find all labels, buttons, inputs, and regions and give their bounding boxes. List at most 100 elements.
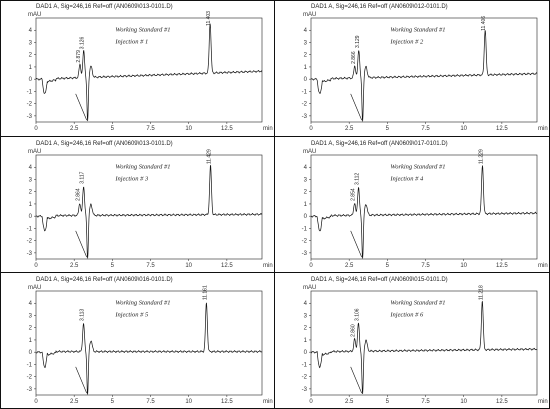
plot-frame xyxy=(35,17,263,123)
y-tick-label: 1 xyxy=(29,65,33,71)
peak-label: 11.406 xyxy=(481,16,487,31)
x-tick-label: 0 xyxy=(309,399,313,405)
y-tick-label: 2 xyxy=(29,190,33,196)
chart-header: DAD1 A, Sig=246,16 Ref=off (AN0609\013-0… xyxy=(36,4,173,10)
x-tick-label: 5 xyxy=(386,126,390,132)
peak-label: 11.229 xyxy=(478,149,484,164)
x-tick-label: 2.5 xyxy=(70,399,79,405)
y-tick-label: 4 xyxy=(304,165,308,171)
signal-trace xyxy=(310,300,538,394)
y-tick-label: 1 xyxy=(29,338,33,344)
signal-trace xyxy=(310,165,538,259)
peak-label: 3.126 xyxy=(80,36,86,49)
plot-frame xyxy=(310,290,538,396)
plot-frame xyxy=(310,154,538,260)
x-tick-label: 12.5 xyxy=(221,263,233,269)
peak-label: 11.403 xyxy=(206,11,212,26)
annotation-injection: Injection # 5 xyxy=(114,312,149,319)
x-tick-label: 2.5 xyxy=(345,126,354,132)
y-tick-label: 3 xyxy=(304,313,308,319)
x-tick-label: 10 xyxy=(185,126,192,132)
chromatogram-panel-2: DAD1 A, Sig=246,16 Ref=off (AN0609\012-0… xyxy=(275,0,549,136)
chromatogram-panel-5: DAD1 A, Sig=246,16 Ref=off (AN0609\016-0… xyxy=(0,273,274,409)
x-tick-label: 0 xyxy=(34,126,38,132)
y-tick-label: 0 xyxy=(304,214,308,220)
x-tick-label: 10 xyxy=(185,263,192,269)
y-tick-label: -2 xyxy=(302,239,308,245)
annotation-injection: Injection # 2 xyxy=(389,39,424,46)
integration-baseline xyxy=(75,93,87,121)
y-tick-label: 4 xyxy=(29,165,33,171)
signal-trace xyxy=(310,30,538,122)
x-tick-label: 12.5 xyxy=(221,399,233,405)
y-tick-label: -1 xyxy=(27,362,33,368)
peak-label: 2.864 xyxy=(76,188,82,201)
y-tick-label: 0 xyxy=(29,214,33,220)
chromatogram-4: DAD1 A, Sig=246,16 Ref=off (AN0609\017-0… xyxy=(302,141,548,269)
y-tick-label: -3 xyxy=(27,387,33,393)
x-tick-label: 10 xyxy=(460,263,467,269)
peak-label: 2.860 xyxy=(351,324,357,337)
x-tick-label: 10 xyxy=(460,126,467,132)
peak-label: 3.112 xyxy=(355,173,361,185)
y-tick-label: 0 xyxy=(304,350,308,356)
annotation-injection: Injection # 6 xyxy=(389,312,424,319)
signal-trace xyxy=(35,302,263,395)
x-axis-unit: min xyxy=(263,399,273,405)
x-axis-unit: min xyxy=(263,126,273,132)
y-tick-label: -1 xyxy=(27,226,33,232)
y-tick-label: -3 xyxy=(302,387,308,393)
chromatogram-panel-6: DAD1 A, Sig=246,16 Ref=off (AN0609\015-0… xyxy=(275,273,549,409)
x-axis-unit: min xyxy=(538,263,548,269)
y-tick-label: -2 xyxy=(27,102,33,108)
peak-label: 3.106 xyxy=(354,308,360,321)
y-tick-label: 4 xyxy=(304,301,308,307)
x-tick-label: 0 xyxy=(309,263,313,269)
y-tick-label: 0 xyxy=(304,77,308,83)
y-tick-label: -1 xyxy=(302,362,308,368)
x-tick-label: 7.5 xyxy=(421,263,430,269)
x-tick-label: 5 xyxy=(111,126,115,132)
chart-header: DAD1 A, Sig=246,16 Ref=off (AN0609\017-0… xyxy=(311,141,448,147)
y-tick-label: -1 xyxy=(302,89,308,95)
x-tick-label: 12.5 xyxy=(221,126,233,132)
column-divider xyxy=(274,0,275,409)
chromatogram-panel-1: DAD1 A, Sig=246,16 Ref=off (AN0609\013-0… xyxy=(0,0,274,136)
y-tick-label: -3 xyxy=(27,114,33,120)
chromatogram-1: DAD1 A, Sig=246,16 Ref=off (AN0609\013-0… xyxy=(27,4,273,132)
y-axis-unit: mAU xyxy=(28,149,41,155)
x-tick-label: 5 xyxy=(111,263,115,269)
x-axis-unit: min xyxy=(263,263,273,269)
annotation-sample: Working Standard #1 xyxy=(115,163,170,170)
x-tick-label: 0 xyxy=(34,263,38,269)
integration-baseline xyxy=(350,230,362,258)
x-tick-label: 5 xyxy=(386,263,390,269)
x-tick-label: 7.5 xyxy=(146,126,155,132)
y-tick-label: 2 xyxy=(304,326,308,332)
peak-label: 2.879 xyxy=(76,50,82,63)
signal-trace xyxy=(35,23,263,122)
annotation-sample: Working Standard #1 xyxy=(390,26,445,33)
y-tick-label: 1 xyxy=(304,338,308,344)
y-tick-label: 2 xyxy=(304,190,308,196)
chromatogram-3: DAD1 A, Sig=246,16 Ref=off (AN0609\013-0… xyxy=(27,141,273,269)
x-tick-label: 2.5 xyxy=(345,263,354,269)
x-tick-label: 7.5 xyxy=(421,399,430,405)
chromatogram-2: DAD1 A, Sig=246,16 Ref=off (AN0609\012-0… xyxy=(302,4,548,132)
row-divider-1 xyxy=(0,136,550,137)
x-tick-label: 10 xyxy=(460,399,467,405)
x-tick-label: 12.5 xyxy=(496,263,508,269)
x-tick-label: 2.5 xyxy=(70,126,79,132)
annotation-sample: Working Standard #1 xyxy=(115,299,170,306)
y-axis-unit: mAU xyxy=(303,149,316,155)
y-tick-label: 2 xyxy=(304,53,308,59)
y-tick-label: 3 xyxy=(29,40,33,46)
x-tick-label: 10 xyxy=(185,399,192,405)
peak-label: 3.113 xyxy=(80,309,86,321)
peak-label: 11.161 xyxy=(202,285,208,300)
y-tick-label: 1 xyxy=(304,65,308,71)
y-tick-label: -3 xyxy=(27,251,33,257)
row-divider-2 xyxy=(0,272,550,273)
signal-trace xyxy=(35,164,263,259)
integration-baseline xyxy=(75,366,87,394)
